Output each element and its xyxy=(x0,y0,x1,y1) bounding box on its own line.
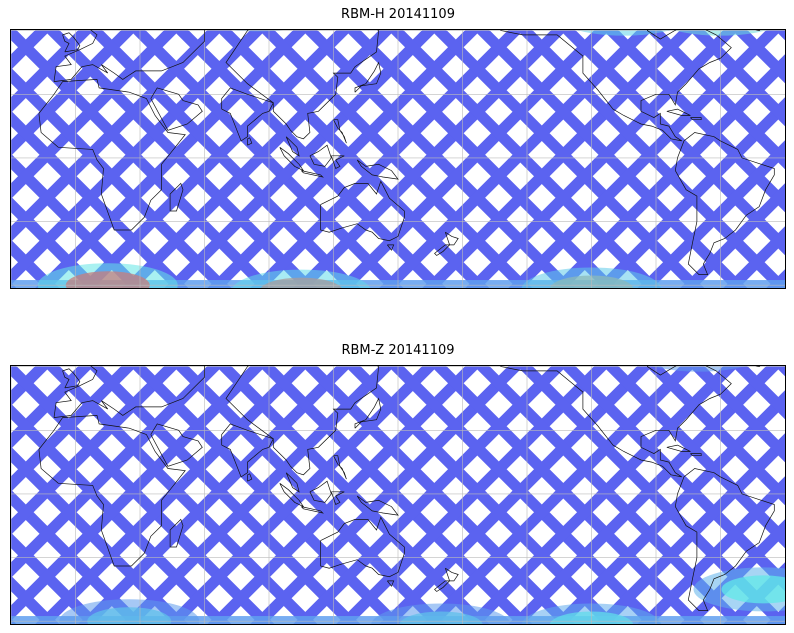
flux-hotspot xyxy=(652,366,746,372)
orbit-track xyxy=(11,30,94,113)
orbit-track xyxy=(731,30,785,84)
flux-hotspot xyxy=(693,567,785,612)
satellite-swaths xyxy=(11,366,785,624)
map-canvas[interactable] xyxy=(10,365,786,625)
orbit-track xyxy=(551,54,785,288)
orbit-track xyxy=(723,226,785,288)
coastlines xyxy=(38,366,775,611)
satellite-swaths xyxy=(11,30,785,288)
flux-hotspot xyxy=(576,30,671,36)
orbit-track xyxy=(594,97,785,288)
orbit-track xyxy=(731,366,785,420)
map-panel-rbm-z: RBM-Z 20141109 xyxy=(10,336,786,626)
map-canvas[interactable] xyxy=(10,29,786,289)
orbit-track xyxy=(688,366,785,463)
orbit-track xyxy=(11,366,94,449)
world-map-rbm-h xyxy=(11,30,785,288)
flux-hotspot xyxy=(371,603,511,624)
orbit-track xyxy=(688,30,785,127)
flux-hotspot xyxy=(37,263,178,288)
orbit-track xyxy=(551,390,785,624)
orbit-track xyxy=(680,183,785,288)
orbit-track xyxy=(637,476,785,624)
graticule xyxy=(11,366,785,624)
orbit-track xyxy=(11,532,103,624)
world-map-rbm-z xyxy=(11,366,785,624)
map-panel-rbm-h: RBM-H 20141109 xyxy=(10,0,786,290)
coastlines xyxy=(38,30,775,275)
flux-hotspot xyxy=(59,599,200,624)
map-title: RBM-Z 20141109 xyxy=(341,343,455,358)
map-title: RBM-H 20141109 xyxy=(341,7,455,22)
orbit-track xyxy=(637,140,785,288)
orbit-track xyxy=(594,433,785,624)
orbit-track xyxy=(11,196,103,288)
